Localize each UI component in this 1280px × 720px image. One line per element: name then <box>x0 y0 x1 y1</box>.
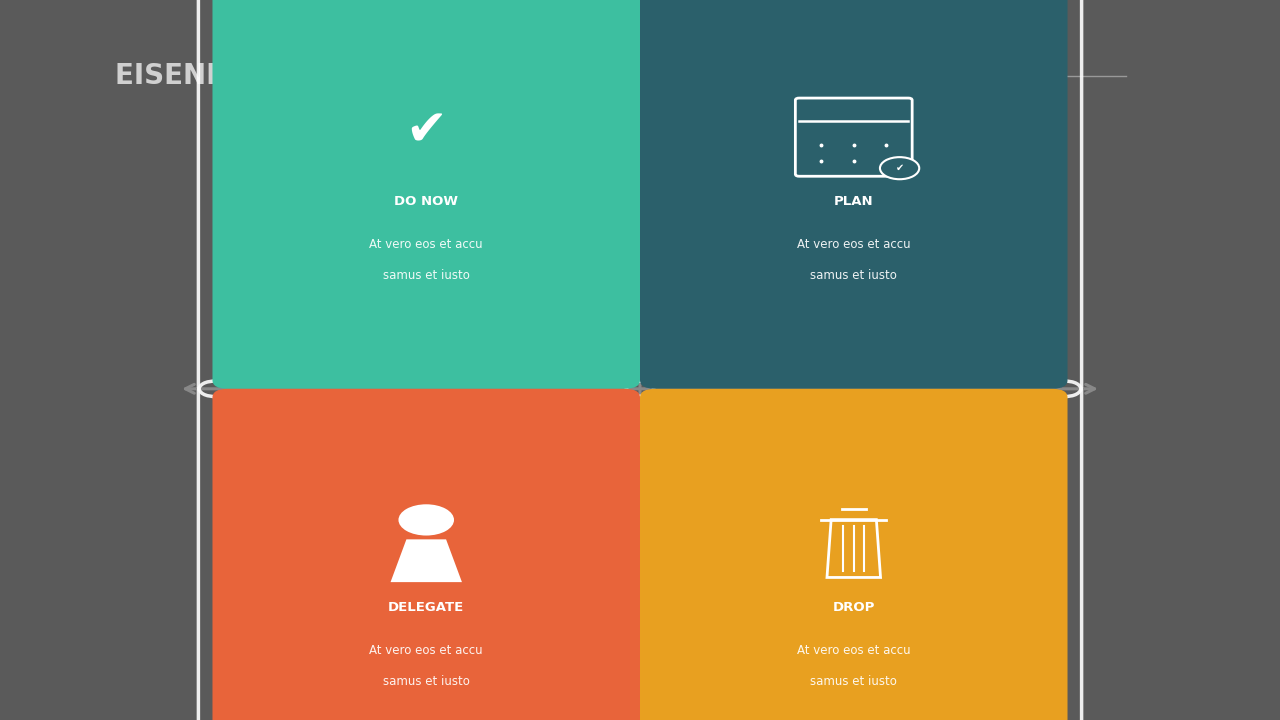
Text: samus et iusto: samus et iusto <box>810 269 897 282</box>
Circle shape <box>398 504 454 536</box>
Text: ✔: ✔ <box>406 107 447 156</box>
Text: NOT URGENT: NOT URGENT <box>897 421 972 431</box>
Text: At vero eos et accu: At vero eos et accu <box>370 238 483 251</box>
Text: EISENHOWER MATRIX INFOGRAPHICS: EISENHOWER MATRIX INFOGRAPHICS <box>115 62 698 89</box>
Circle shape <box>879 157 919 179</box>
Text: At vero eos et accu: At vero eos et accu <box>797 644 910 657</box>
Polygon shape <box>390 539 462 582</box>
Text: samus et iusto: samus et iusto <box>383 675 470 688</box>
Text: DELEGATE: DELEGATE <box>388 601 465 614</box>
Text: samus et iusto: samus et iusto <box>383 269 470 282</box>
Text: At vero eos et accu: At vero eos et accu <box>797 238 910 251</box>
Text: URGENT: URGENT <box>316 421 362 431</box>
Text: DROP: DROP <box>832 601 876 614</box>
FancyBboxPatch shape <box>212 0 640 389</box>
Text: DO NOW: DO NOW <box>394 195 458 208</box>
Text: ✔: ✔ <box>896 163 904 174</box>
FancyBboxPatch shape <box>640 389 1068 720</box>
FancyBboxPatch shape <box>640 0 1068 389</box>
FancyBboxPatch shape <box>212 389 640 720</box>
Text: NOT IMPORTANT: NOT IMPORTANT <box>663 490 673 575</box>
Text: samus et iusto: samus et iusto <box>810 675 897 688</box>
Text: PLAN: PLAN <box>835 195 873 208</box>
Text: IMPORTANT: IMPORTANT <box>663 186 673 246</box>
Text: At vero eos et accu: At vero eos et accu <box>370 644 483 657</box>
